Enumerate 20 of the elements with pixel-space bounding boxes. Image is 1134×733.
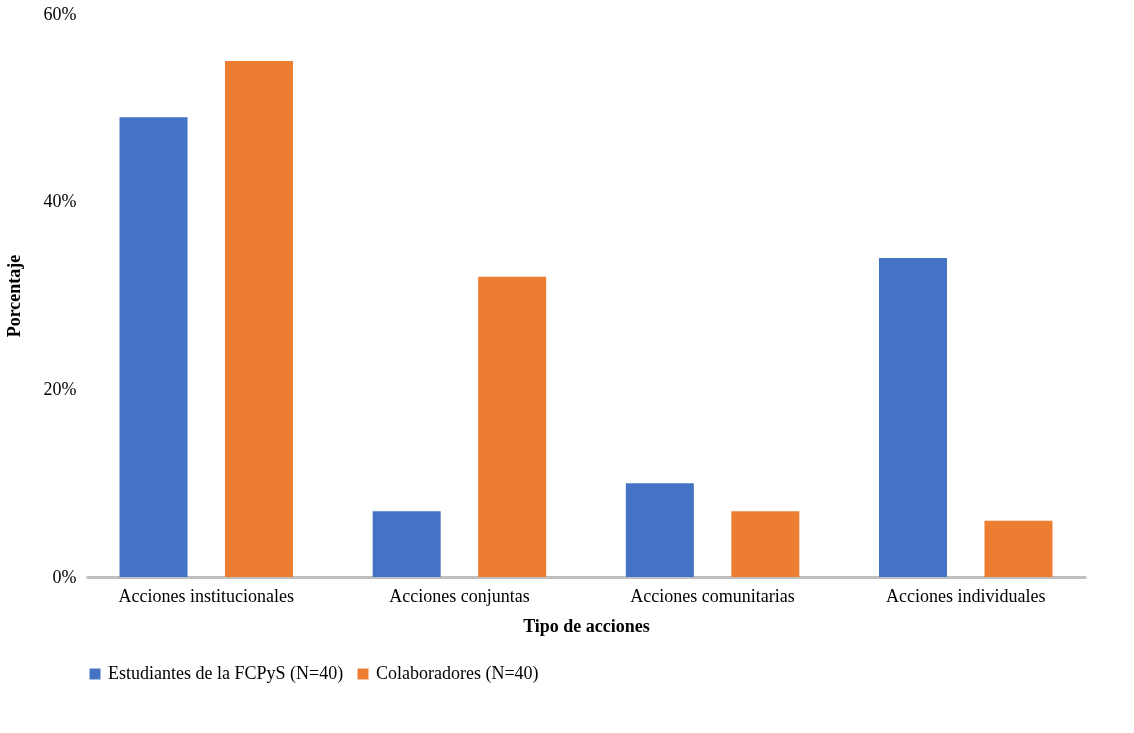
y-tick-label: 60% (43, 3, 77, 24)
bar (879, 257, 947, 577)
x-axis-title: Tipo de acciones (523, 615, 650, 636)
bar (625, 483, 694, 577)
bar (984, 520, 1053, 577)
bar (119, 117, 188, 577)
x-tick-label: Acciones institucionales (118, 585, 294, 606)
y-axis-title: Porcentaje (3, 254, 24, 338)
bar (372, 511, 441, 577)
legend-label: Colaboradores (N=40) (376, 663, 539, 684)
y-tick-label: 40% (43, 191, 77, 212)
x-tick-label: Acciones individuales (886, 585, 1046, 606)
x-tick-label: Acciones conjuntas (389, 585, 530, 606)
bar (731, 511, 800, 577)
bar (225, 60, 293, 577)
bar (478, 276, 547, 577)
x-tick-label: Acciones comunitarias (630, 585, 795, 606)
y-tick-label: 20% (43, 378, 77, 399)
y-tick-label: 0% (52, 566, 77, 587)
legend-label: Estudiantes de la FCPyS (N=40) (108, 663, 344, 684)
